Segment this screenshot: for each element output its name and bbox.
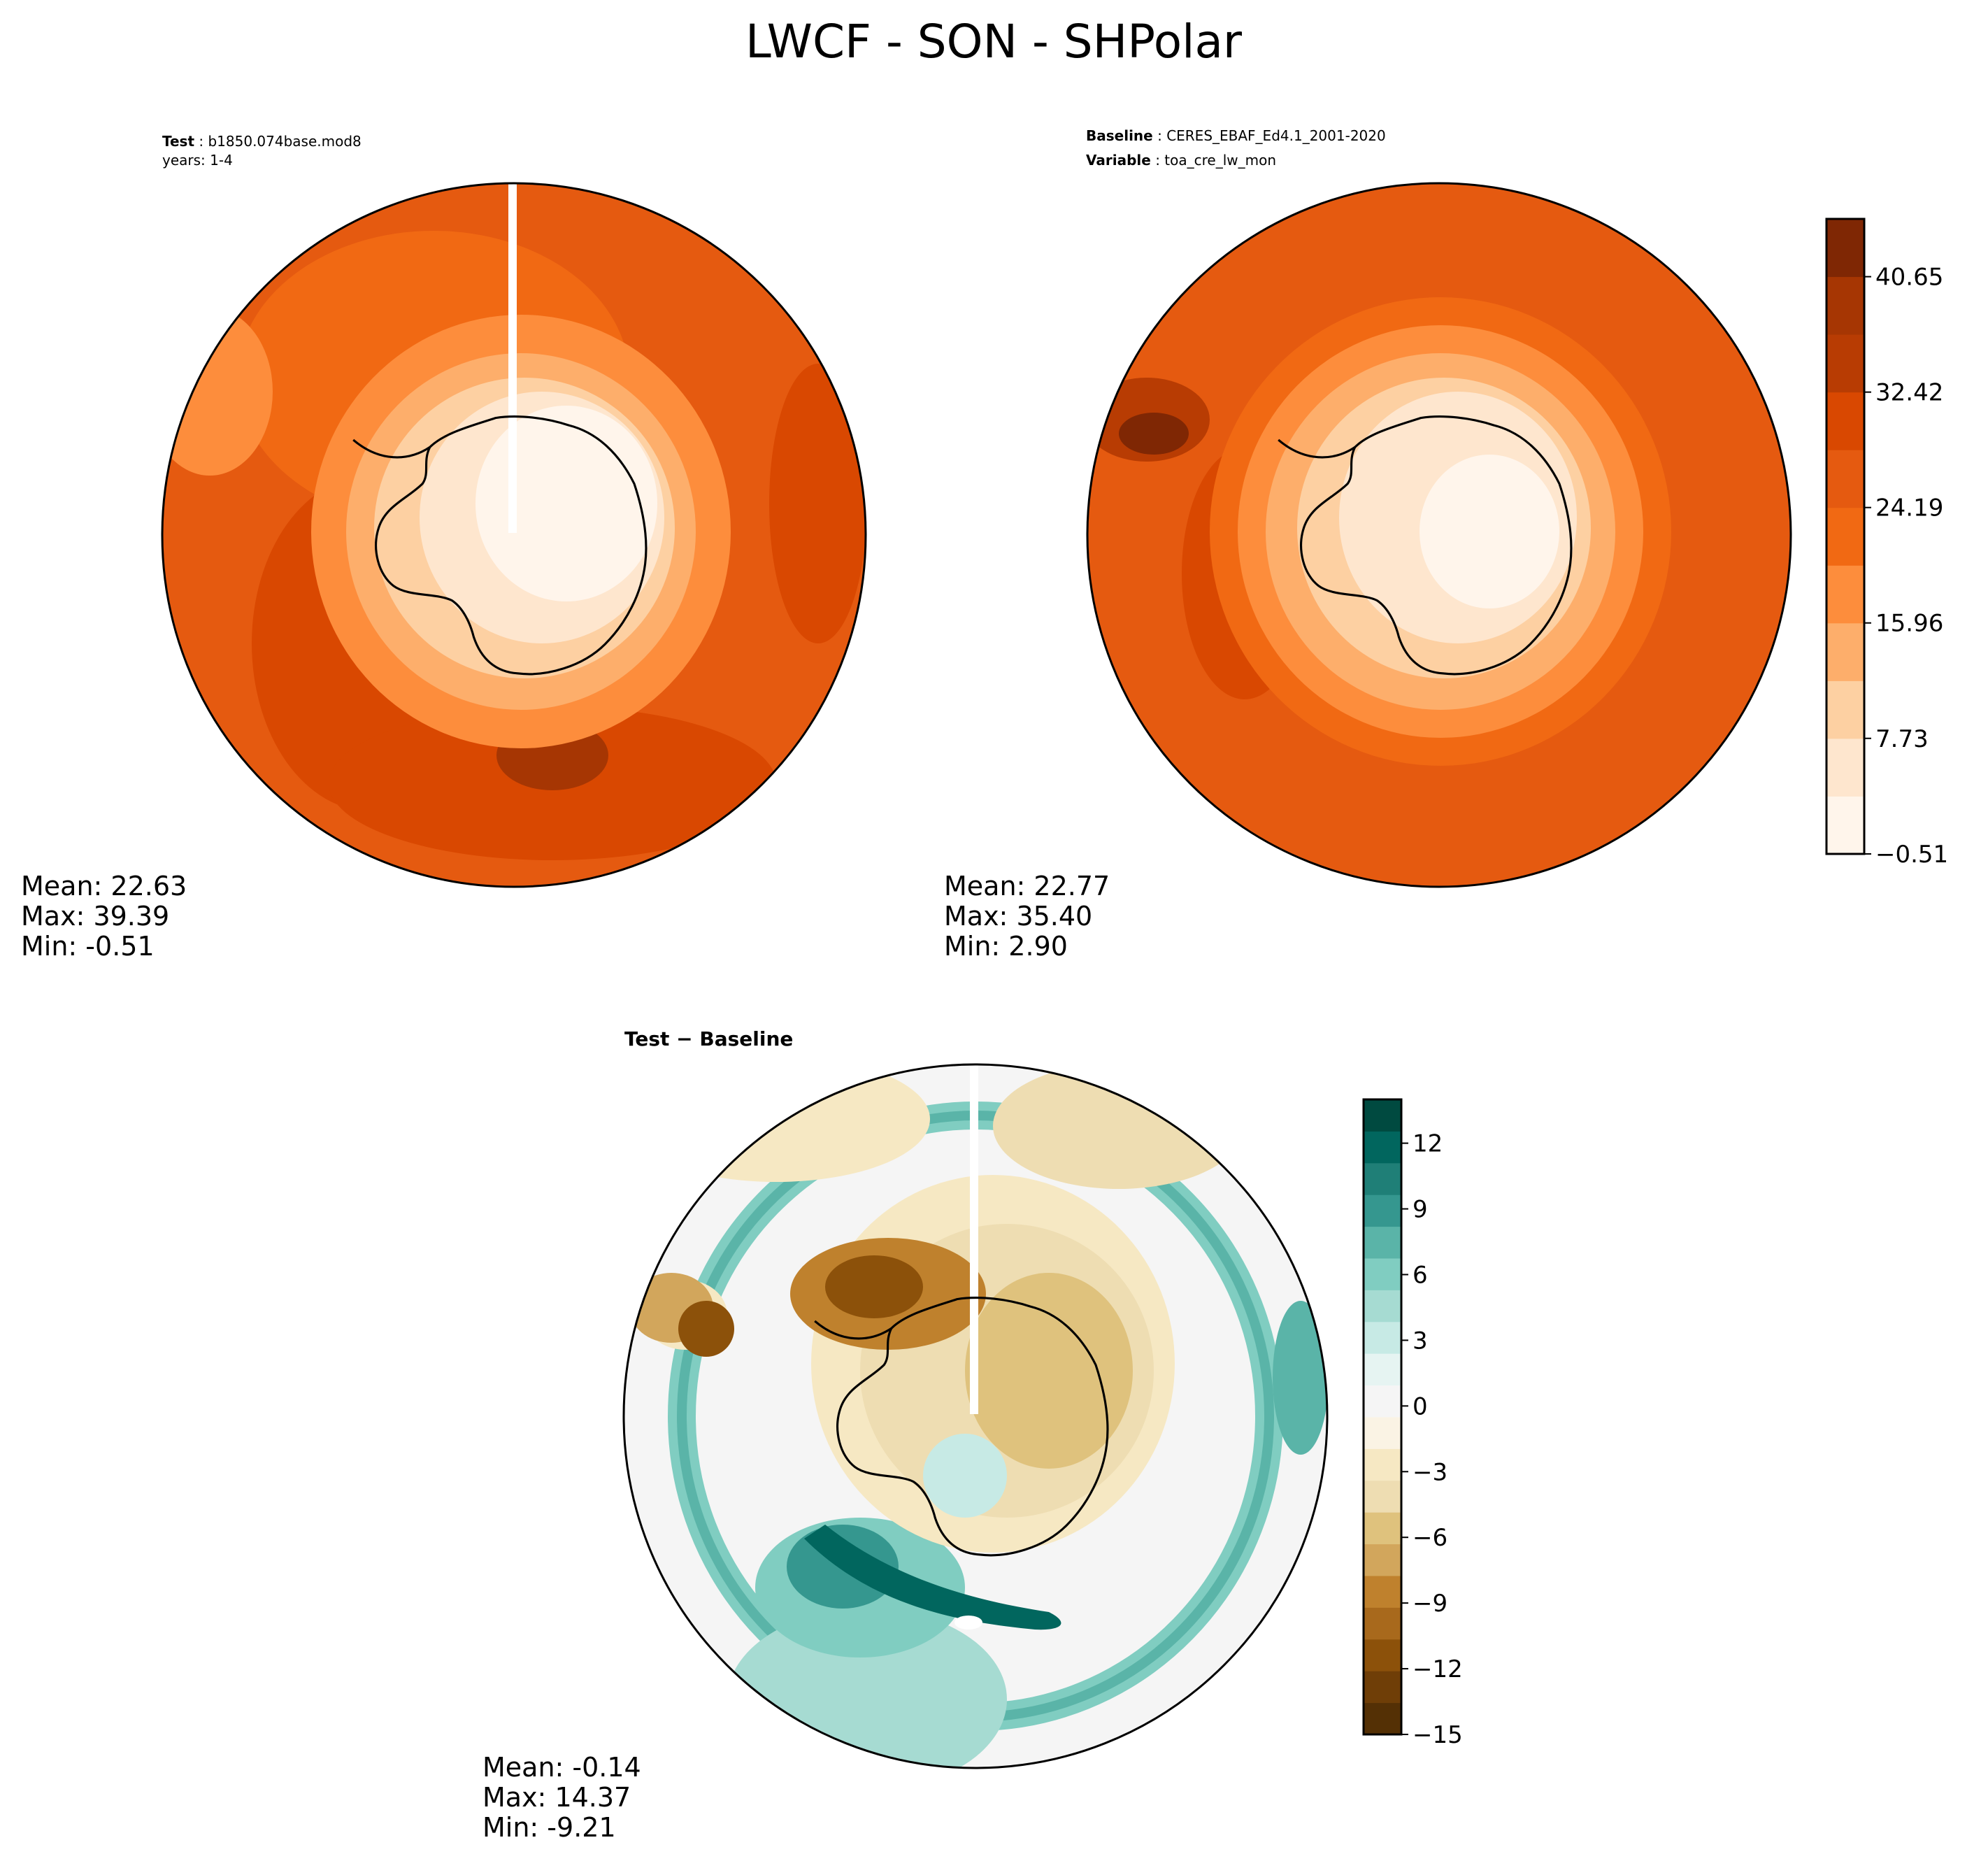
colorbar-top-frame: [1825, 218, 1866, 855]
colorbar-top-tick-label: 15.96: [1875, 610, 1943, 638]
colorbar-bottom-segment: [1364, 1195, 1401, 1227]
colorbar-bottom-segment: [1364, 1385, 1401, 1418]
colorbar-bottom-tick-label: −9: [1413, 1590, 1447, 1618]
colorbar-top-segment: [1826, 507, 1864, 566]
colorbar-top-segment: [1826, 738, 1864, 797]
colorbar-bottom-segment: [1364, 1131, 1401, 1164]
colorbar-bottom-tick-label: −6: [1413, 1524, 1447, 1552]
colorbar-bottom-segment: [1364, 1258, 1401, 1290]
colorbar-bottom-segment: [1364, 1639, 1401, 1671]
baseline-label: Baseline: [1086, 127, 1153, 144]
colorbar-top-tick-label: 40.65: [1875, 264, 1943, 292]
colorbar-top-segment: [1826, 450, 1864, 508]
colorbar-top: 40.65 32.42 24.19 15.96 7.73 −0.51: [1825, 218, 1948, 869]
difference-mean: Mean: -0.14: [482, 1752, 641, 1783]
map-baseline: [1087, 183, 1791, 887]
colorbar-bottom-segment: [1364, 1702, 1401, 1735]
colorbar-top-tick-label: −0.51: [1875, 841, 1948, 869]
colorbar-bottom-segment: [1364, 1099, 1401, 1132]
colorbar-bottom-segment: [1364, 1448, 1401, 1481]
colorbar-top-segment: [1826, 565, 1864, 624]
colorbar-bottom-tick-label: 9: [1413, 1196, 1428, 1224]
colorbar-bottom-segment: [1364, 1576, 1401, 1608]
colorbar-top-segment: [1826, 334, 1864, 393]
colorbar-bottom-segment: [1364, 1290, 1401, 1322]
colorbar-top-segment: [1826, 276, 1864, 335]
baseline-source: CERES_EBAF_Ed4.1_2001-2020: [1166, 127, 1386, 144]
colorbar-bottom-tick-label: −12: [1413, 1655, 1463, 1683]
colorbar-top-segment: [1826, 392, 1864, 450]
colorbar-top-segment: [1826, 219, 1864, 278]
colorbar-bottom-segment: [1364, 1162, 1401, 1195]
test-case-name: b1850.074base.mod8: [208, 133, 361, 150]
colorbar-bottom-segment: [1364, 1417, 1401, 1449]
colorbar-top-segment: [1826, 680, 1864, 739]
colorbar-bottom-segment: [1364, 1321, 1401, 1354]
difference-min: Min: -9.21: [482, 1812, 616, 1843]
colorbar-top-tick-label: 32.42: [1875, 379, 1943, 407]
map-test-boundary: [161, 182, 867, 888]
colorbar-bottom-segment: [1364, 1512, 1401, 1545]
colorbar-bottom-tick-label: −15: [1413, 1721, 1463, 1749]
colorbar-bottom-tick-label: 12: [1413, 1130, 1443, 1158]
colorbar-bottom-segment: [1364, 1353, 1401, 1386]
colorbar-bottom-segment: [1364, 1607, 1401, 1640]
panel-test: Test : b1850.074base.mod8 years: 1-4 Mea…: [21, 133, 867, 962]
variable-name: toa_cre_lw_mon: [1164, 152, 1276, 169]
colorbar-top-tick-label: 24.19: [1875, 494, 1943, 522]
map-difference-boundary: [622, 1063, 1329, 1769]
panel-test-header: Test : b1850.074base.mod8: [162, 133, 362, 150]
panel-difference-header: Test − Baseline: [624, 1027, 793, 1050]
test-label: Test: [162, 133, 194, 150]
panel-test-years: years: 1-4: [162, 152, 233, 169]
figure-title: LWCF - SON - SHPolar: [745, 15, 1243, 69]
colorbar-top-segment: [1826, 622, 1864, 681]
baseline-max: Max: 35.40: [944, 901, 1092, 932]
test-max: Max: 39.39: [21, 901, 169, 932]
colorbar-bottom-tick-label: 3: [1413, 1327, 1428, 1355]
colorbar-bottom: 12 9 6 3 0 −3 −6 −9 −12 −15: [1362, 1098, 1463, 1749]
colorbar-bottom-tick-label: 6: [1413, 1261, 1428, 1289]
map-test: [162, 183, 866, 887]
baseline-mean: Mean: 22.77: [944, 871, 1110, 901]
colorbar-top-tick-label: 7.73: [1875, 725, 1929, 753]
variable-label: Variable: [1086, 152, 1151, 169]
colorbar-bottom-frame: [1362, 1098, 1403, 1736]
test-mean: Mean: 22.63: [21, 871, 187, 901]
panel-difference: Test − Baseline Mean: -0.14: [482, 1027, 1329, 1843]
colorbar-top-segment: [1826, 796, 1864, 855]
panel-baseline: Baseline : CERES_EBAF_Ed4.1_2001-2020 Va…: [944, 127, 1792, 962]
colorbar-bottom-segment: [1364, 1226, 1401, 1259]
panel-baseline-header: Baseline : CERES_EBAF_Ed4.1_2001-2020: [1086, 127, 1386, 144]
difference-max: Max: 14.37: [482, 1782, 631, 1813]
test-min: Min: -0.51: [21, 931, 155, 962]
colorbar-bottom-tick-label: 0: [1413, 1392, 1428, 1420]
panel-baseline-variable: Variable : toa_cre_lw_mon: [1086, 152, 1276, 169]
colorbar-bottom-segment: [1364, 1480, 1401, 1513]
colorbar-bottom-tick-label: −3: [1413, 1458, 1447, 1486]
map-baseline-boundary: [1086, 182, 1792, 888]
colorbar-bottom-segment: [1364, 1671, 1401, 1704]
baseline-min: Min: 2.90: [944, 931, 1068, 962]
colorbar-bottom-segment: [1364, 1543, 1401, 1576]
